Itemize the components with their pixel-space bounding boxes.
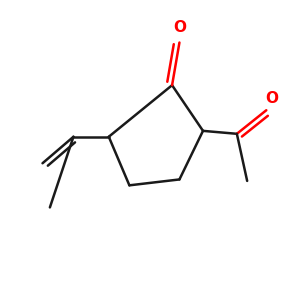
Text: O: O (266, 91, 279, 106)
Text: O: O (173, 20, 186, 35)
